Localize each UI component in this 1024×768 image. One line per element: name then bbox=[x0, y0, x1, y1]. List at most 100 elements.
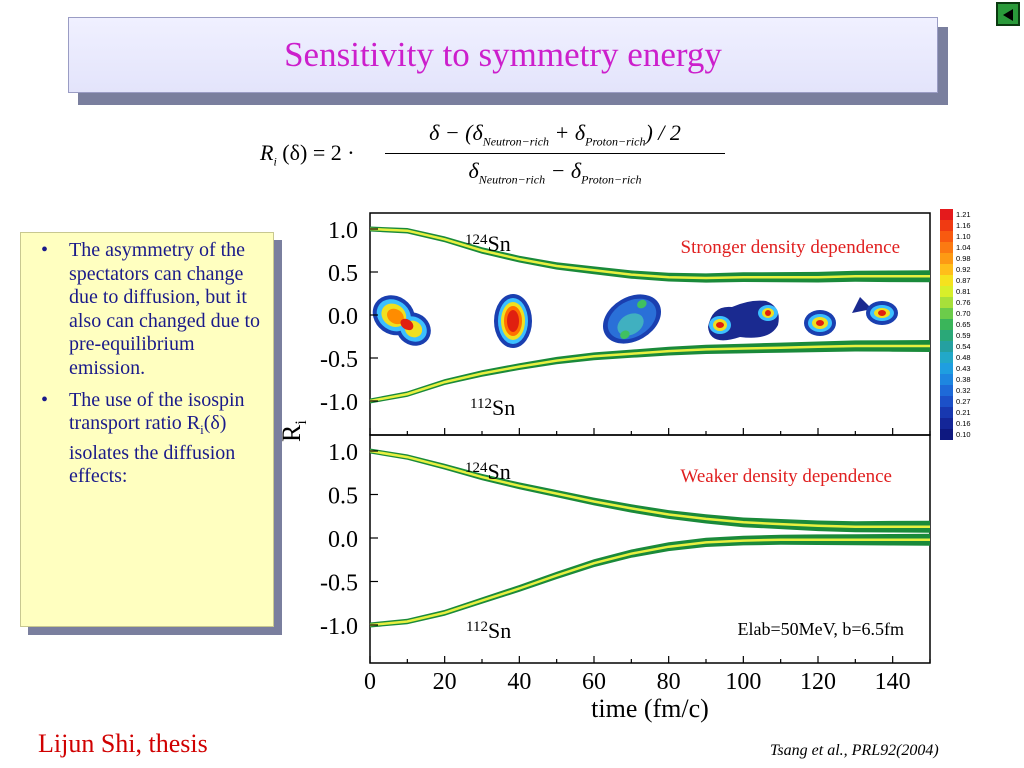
reaction-conditions-label: Elab=50MeV, b=6.5fm bbox=[738, 619, 904, 639]
y-tick-label: 0.5 bbox=[328, 484, 358, 510]
author-credit: Lijun Shi, thesis bbox=[38, 729, 208, 758]
colorbar-swatch bbox=[940, 341, 953, 352]
colorbar-swatch bbox=[940, 220, 953, 231]
y-tick-label: 0.5 bbox=[328, 261, 358, 287]
slide-title: Sensitivity to symmetry energy bbox=[284, 35, 722, 74]
y-tick-label: -0.5 bbox=[320, 571, 358, 597]
colorbar-tick-label: 0.98 bbox=[956, 254, 971, 263]
series-band-1-1 bbox=[370, 533, 930, 628]
colorbar-tick-label: 0.21 bbox=[956, 408, 971, 417]
x-tick-label: 40 bbox=[507, 669, 531, 695]
colorbar-tick-label: 0.10 bbox=[956, 430, 971, 439]
colorbar-swatch bbox=[940, 363, 953, 374]
snapshot-3 bbox=[602, 294, 662, 344]
colorbar-swatch bbox=[940, 308, 953, 319]
colorbar-tick-label: 0.48 bbox=[956, 353, 971, 362]
sn112-label-bottom: 112Sn bbox=[466, 618, 511, 643]
y-tick-label: -0.5 bbox=[320, 347, 358, 373]
colorbar-swatch bbox=[940, 374, 953, 385]
x-tick-label: 20 bbox=[433, 669, 457, 695]
y-tick-label: 1.0 bbox=[328, 218, 358, 244]
formula-fraction: δ − (δNeutron−rich + δProton−rich) / 2 δ… bbox=[385, 120, 725, 188]
colorbar-swatch bbox=[940, 275, 953, 286]
colorbar-tick-label: 0.70 bbox=[956, 309, 971, 318]
colorbar-tick-label: 0.76 bbox=[956, 298, 971, 307]
colorbar-swatch bbox=[940, 286, 953, 297]
colorbar-swatch bbox=[940, 330, 953, 341]
colorbar-swatch bbox=[940, 209, 953, 220]
x-axis-label: time (fm/c) bbox=[591, 694, 709, 723]
colorbar-swatch bbox=[940, 297, 953, 308]
colorbar-tick-label: 0.87 bbox=[956, 276, 971, 285]
colorbar-tick-label: 0.27 bbox=[956, 397, 971, 406]
x-tick-label: 140 bbox=[875, 669, 911, 695]
formula-numerator: δ − (δNeutron−rich + δProton−rich) / 2 bbox=[429, 120, 681, 149]
transport-ratio-formula: Ri (δ) = 2 · δ − (δNeutron−rich + δProto… bbox=[255, 112, 735, 202]
colorbar-swatch bbox=[940, 407, 953, 418]
annotation-top: Stronger density dependence bbox=[681, 237, 900, 258]
x-tick-label: 0 bbox=[364, 669, 376, 695]
colorbar-tick-label: 0.38 bbox=[956, 375, 971, 384]
bottom-panel-frame bbox=[369, 434, 931, 664]
snapshot-1 bbox=[372, 295, 431, 346]
bullet-list: The asymmetry of the spectators can chan… bbox=[31, 239, 265, 489]
colorbar-swatch bbox=[940, 418, 953, 429]
back-nav-icon[interactable] bbox=[996, 2, 1020, 26]
formula-denominator: δNeutron−rich − δProton−rich bbox=[468, 158, 642, 187]
series-layer bbox=[369, 226, 930, 628]
y-tick-label: 0.0 bbox=[328, 527, 358, 553]
colorbar-tick-label: 0.59 bbox=[956, 331, 971, 340]
colorbar-swatch bbox=[940, 264, 953, 275]
sn124-label-top: 124Sn bbox=[465, 231, 511, 256]
fraction-bar bbox=[385, 153, 725, 155]
density-snapshots bbox=[372, 294, 898, 351]
snapshot-2 bbox=[494, 294, 532, 348]
colorbar-tick-label: 1.10 bbox=[956, 232, 971, 241]
colorbar-swatch bbox=[940, 253, 953, 264]
colorbar-swatch bbox=[940, 429, 953, 440]
snapshot-5 bbox=[804, 297, 898, 351]
y-tick-label: 1.0 bbox=[328, 440, 358, 466]
sn124-label-bottom: 124Sn bbox=[465, 459, 511, 484]
y-tick-label: 0.0 bbox=[328, 304, 358, 330]
series-line-0-0 bbox=[369, 227, 930, 280]
snapshot-4 bbox=[708, 300, 779, 341]
x-tick-label: 80 bbox=[657, 669, 681, 695]
series-line-0-1 bbox=[369, 344, 930, 403]
series-band-1-0 bbox=[370, 448, 930, 533]
annotation-bottom: Weaker density dependence bbox=[680, 466, 892, 487]
y-tick-label: -1.0 bbox=[320, 390, 358, 416]
colorbar: 1.21 1.16 1.10 1.04 0.98 0.92 0.87 0.81 0.76 0.70… bbox=[940, 209, 971, 440]
series-band-0-1 bbox=[370, 340, 930, 404]
colorbar-tick-label: 0.81 bbox=[956, 287, 971, 296]
colorbar-swatch bbox=[940, 396, 953, 407]
x-tick-label: 120 bbox=[800, 669, 836, 695]
colorbar-tick-label: 0.32 bbox=[956, 386, 971, 395]
colorbar-tick-label: 0.54 bbox=[956, 342, 971, 351]
bullet-box: The asymmetry of the spectators can chan… bbox=[20, 232, 274, 627]
x-tick-label: 60 bbox=[582, 669, 606, 695]
title-box: Sensitivity to symmetry energy bbox=[68, 17, 938, 93]
colorbar-swatch bbox=[940, 385, 953, 396]
colorbar-tick-label: 0.65 bbox=[956, 320, 971, 329]
colorbar-tick-label: 1.04 bbox=[956, 243, 971, 252]
colorbar-tick-label: 0.43 bbox=[956, 364, 971, 373]
colorbar-swatch bbox=[940, 242, 953, 253]
colorbar-swatch bbox=[940, 231, 953, 242]
isospin-ratio-figure: 1.21 1.16 1.10 1.04 0.98 0.92 0.87 0.81 0.76 0.70… bbox=[280, 209, 971, 723]
colorbar-tick-label: 0.92 bbox=[956, 265, 971, 274]
colorbar-tick-label: 1.16 bbox=[956, 221, 971, 230]
bullet-item: The use of the isospin transport ratio R… bbox=[41, 389, 265, 489]
series-line-1-0 bbox=[369, 449, 930, 528]
colorbar-swatch bbox=[940, 352, 953, 363]
colorbar-tick-label: 1.21 bbox=[956, 210, 971, 219]
formula-lhs: Ri (δ) = 2 · bbox=[260, 140, 355, 169]
axis-layer: 1.0 0.5 0.0 -0.5 -1.0 1.0 0.5 0.0 -0.5 -1.0 0 20 40 6… bbox=[320, 218, 931, 695]
sn112-label-top: 112Sn bbox=[470, 395, 515, 420]
y-axis-label: Ri bbox=[280, 420, 310, 442]
colorbar-swatch bbox=[940, 319, 953, 330]
series-line-1-1 bbox=[369, 538, 930, 627]
x-tick-label: 100 bbox=[725, 669, 761, 695]
citation: Tsang et al., PRL92(2004) bbox=[770, 742, 939, 759]
colorbar-tick-label: 0.16 bbox=[956, 419, 971, 428]
